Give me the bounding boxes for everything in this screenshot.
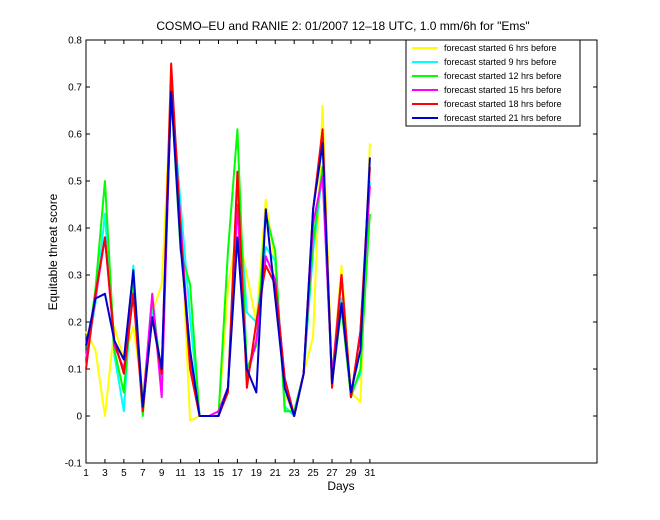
x-tick-label: 31 <box>364 468 376 479</box>
x-tick-label: 5 <box>121 468 127 479</box>
chart-title: COSMO–EU and RANIE 2: 01/2007 12–18 UTC,… <box>156 19 529 33</box>
x-tick-label: 9 <box>159 468 165 479</box>
x-tick-label: 25 <box>308 468 320 479</box>
legend-box <box>405 39 581 127</box>
y-tick-label: 0.8 <box>68 36 82 47</box>
y-tick-label: 0 <box>76 412 82 423</box>
legend-label: forecast started 9 hrs before <box>444 57 557 67</box>
legend-label: forecast started 12 hrs before <box>444 71 562 81</box>
legend-label: forecast started 6 hrs before <box>444 43 557 53</box>
y-axis: -0.1 0 0.1 0.2 0.3 0.4 0.5 0.6 0.7 0.8 <box>65 36 597 470</box>
x-tick-label: 13 <box>194 468 206 479</box>
y-tick-label: 0.6 <box>68 130 82 141</box>
x-tick-label: 27 <box>326 468 338 479</box>
y-tick-label: 0.1 <box>68 365 82 376</box>
y-tick-label: 0.3 <box>68 271 82 282</box>
series-lines <box>85 62 371 422</box>
x-tick-label: 11 <box>175 468 186 479</box>
x-tick-label: 3 <box>102 468 108 479</box>
series-line-6 <box>85 90 371 417</box>
legend-label: forecast started 21 hrs before <box>444 113 562 123</box>
y-tick-label: -0.1 <box>65 459 83 470</box>
y-tick-label: 0.4 <box>68 224 82 235</box>
series-line-1 <box>85 95 371 422</box>
y-axis-title: Equitable threat score <box>46 193 60 310</box>
x-tick-label: 17 <box>232 468 244 479</box>
x-axis: 1 3 5 7 9 11 13 15 17 19 21 23 25 27 29 31 <box>83 40 376 479</box>
x-axis-title: Days <box>327 479 354 493</box>
x-tick-label: 19 <box>251 468 263 479</box>
legend-label: forecast started 18 hrs before <box>444 99 562 109</box>
x-tick-label: 15 <box>213 468 225 479</box>
y-tick-label: 0.7 <box>68 83 82 94</box>
legend-label: forecast started 15 hrs before <box>444 85 562 95</box>
x-tick-label: 1 <box>83 468 89 479</box>
x-tick-label: 29 <box>345 468 357 479</box>
x-tick-label: 7 <box>140 468 146 479</box>
x-tick-label: 21 <box>270 468 282 479</box>
y-tick-label: 0.5 <box>68 177 82 188</box>
y-tick-label: 0.2 <box>68 318 82 329</box>
series-line-5 <box>85 62 371 417</box>
legend: forecast started 6 hrs before forecast st… <box>405 39 581 127</box>
x-tick-label: 23 <box>289 468 301 479</box>
